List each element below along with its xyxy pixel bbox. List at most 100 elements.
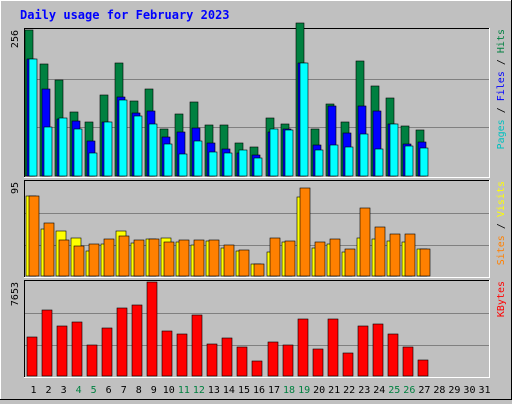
chart-panels: 256 Pages / Files / Hits 95 Sites / Visits 7… — [10, 22, 507, 378]
day-label-10: 10 — [163, 385, 175, 396]
day-label-18: 18 — [283, 385, 295, 396]
day-label-7: 7 — [121, 385, 127, 396]
bar-pages-day-4 — [73, 128, 83, 177]
bar-pages-day-2 — [43, 126, 53, 177]
day-label-15: 15 — [238, 385, 250, 396]
bar-kbytes-day-5 — [86, 344, 98, 377]
bar-sites-day-11 — [178, 239, 190, 277]
bar-sites-day-15 — [238, 249, 250, 277]
series-legend: KBytes — [496, 281, 507, 317]
bar-pages-day-13 — [208, 151, 218, 177]
day-label-17: 17 — [268, 385, 280, 396]
bar-sites-day-24 — [374, 226, 386, 277]
day-label-2: 2 — [46, 385, 52, 396]
day-label-26: 26 — [403, 385, 415, 396]
day-label-4: 4 — [76, 385, 82, 396]
bar-kbytes-day-10 — [161, 330, 173, 377]
day-label-31: 31 — [478, 385, 490, 396]
bar-sites-day-25 — [389, 233, 401, 277]
bar-pages-day-23 — [359, 133, 369, 177]
bar-kbytes-day-25 — [387, 333, 399, 377]
bar-kbytes-day-1 — [26, 336, 38, 377]
bar-kbytes-day-20 — [312, 348, 324, 377]
bar-sites-day-2 — [43, 222, 55, 277]
day-label-9: 9 — [151, 385, 157, 396]
bar-kbytes-day-23 — [357, 325, 369, 377]
bar-sites-day-7 — [118, 235, 130, 277]
bar-sites-day-14 — [223, 244, 235, 277]
bar-sites-day-1 — [28, 195, 40, 277]
day-label-28: 28 — [433, 385, 445, 396]
bar-kbytes-day-18 — [282, 344, 294, 377]
day-label-6: 6 — [106, 385, 112, 396]
series-legend-item: Visits — [496, 181, 507, 217]
bar-kbytes-day-14 — [221, 337, 233, 377]
bar-sites-day-9 — [148, 238, 160, 277]
y-max-label: 95 — [10, 182, 21, 194]
bar-sites-day-12 — [193, 239, 205, 277]
panel-visits-sites: 95 Sites / Visits — [10, 180, 507, 278]
day-label-20: 20 — [313, 385, 325, 396]
day-label-27: 27 — [418, 385, 430, 396]
bar-pages-day-14 — [223, 152, 233, 177]
bar-kbytes-day-22 — [342, 352, 354, 377]
day-label-16: 16 — [253, 385, 265, 396]
series-legend-item: Sites — [496, 235, 507, 265]
bar-pages-day-8 — [133, 115, 143, 177]
bar-kbytes-day-9 — [146, 281, 158, 377]
day-label-5: 5 — [91, 385, 97, 396]
bar-pages-day-27 — [419, 147, 429, 177]
series-legend-item: Hits — [496, 29, 507, 53]
bar-pages-day-7 — [118, 99, 128, 177]
bar-kbytes-day-2 — [41, 309, 53, 377]
day-label-21: 21 — [328, 385, 340, 396]
panel-hits-files-pages: 256 Pages / Files / Hits — [10, 22, 507, 178]
bar-kbytes-day-27 — [417, 359, 429, 377]
bar-pages-day-12 — [193, 140, 203, 177]
bar-pages-day-9 — [148, 123, 158, 177]
bar-pages-day-10 — [163, 143, 173, 177]
bar-kbytes-day-8 — [131, 304, 143, 377]
day-label-22: 22 — [343, 385, 355, 396]
series-legend-item: / — [496, 101, 507, 119]
bar-pages-day-5 — [88, 152, 98, 177]
bar-kbytes-day-24 — [372, 323, 384, 377]
series-legend-item: / — [496, 53, 507, 71]
day-label-13: 13 — [208, 385, 220, 396]
bar-sites-day-27 — [419, 248, 431, 277]
bar-pages-day-25 — [389, 123, 399, 177]
bar-pages-day-15 — [238, 149, 248, 177]
bar-kbytes-day-7 — [116, 307, 128, 377]
bar-kbytes-day-21 — [327, 318, 339, 377]
bar-sites-day-26 — [404, 233, 416, 277]
series-legend: Sites / Visits — [496, 181, 507, 265]
bar-sites-day-22 — [344, 248, 356, 277]
series-legend-item: / — [496, 217, 507, 235]
day-label-8: 8 — [136, 385, 142, 396]
series-legend: Pages / Files / Hits — [496, 29, 507, 149]
bar-sites-day-16 — [253, 263, 265, 277]
bar-kbytes-day-26 — [402, 346, 414, 377]
bar-kbytes-day-15 — [236, 346, 248, 377]
bar-pages-day-22 — [344, 146, 354, 177]
bar-kbytes-day-19 — [297, 318, 309, 377]
day-label-29: 29 — [448, 385, 460, 396]
bar-kbytes-day-12 — [191, 314, 203, 377]
bar-kbytes-day-11 — [176, 333, 188, 377]
bar-pages-day-20 — [314, 149, 324, 177]
bar-sites-day-17 — [269, 237, 281, 277]
y-max-label: 7653 — [10, 282, 21, 306]
bar-sites-day-5 — [88, 243, 100, 277]
bar-sites-day-3 — [58, 239, 70, 277]
bar-pages-day-26 — [404, 145, 414, 177]
bar-pages-day-1 — [28, 58, 38, 177]
bar-pages-day-19 — [299, 62, 309, 177]
bar-kbytes-day-13 — [206, 343, 218, 377]
day-label-30: 30 — [463, 385, 475, 396]
bar-sites-day-4 — [73, 245, 85, 277]
day-label-11: 11 — [178, 385, 190, 396]
bar-sites-day-6 — [103, 238, 115, 277]
bar-sites-day-8 — [133, 239, 145, 277]
